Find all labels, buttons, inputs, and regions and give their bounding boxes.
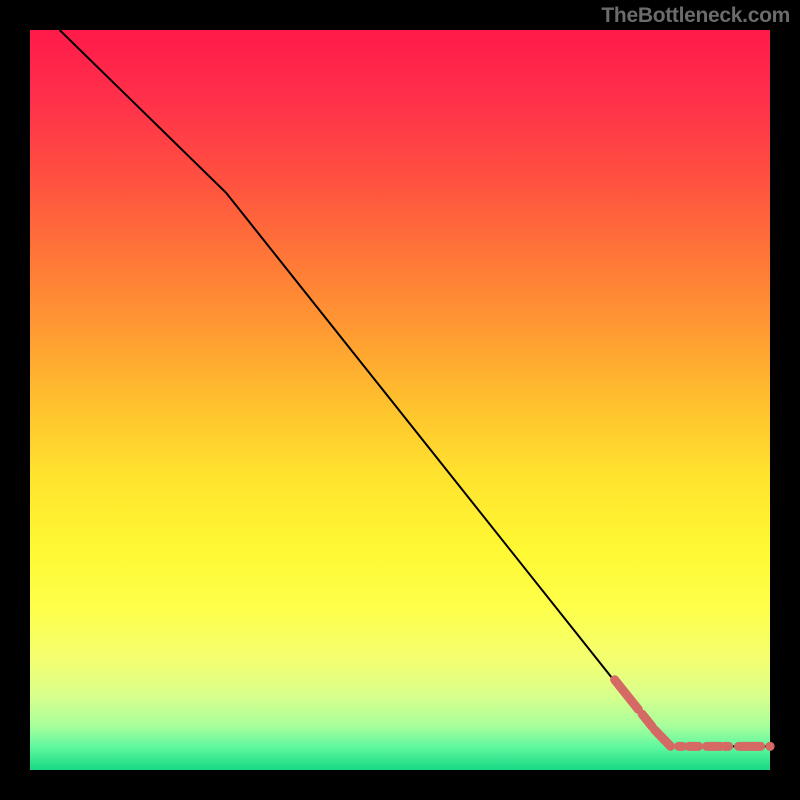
watermark-text: TheBottleneck.com [601, 4, 790, 28]
chart-plot-area [30, 30, 770, 770]
